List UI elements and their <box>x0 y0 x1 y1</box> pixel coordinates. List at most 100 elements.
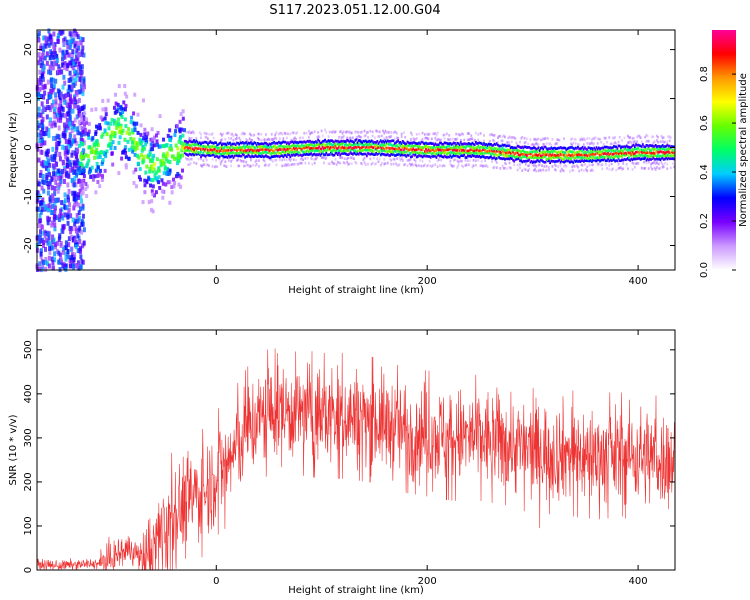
spectrogram-cell <box>660 134 663 138</box>
spectrogram-cell <box>646 134 649 138</box>
spectrogram-cell <box>523 153 526 156</box>
spectrogram-cell <box>62 94 66 100</box>
spectrogram-cell <box>538 152 541 156</box>
spectrogram-cell <box>457 152 460 155</box>
spectrogram-cell <box>486 144 489 147</box>
spectrogram-cell <box>607 157 610 161</box>
spectrogram-cell <box>262 151 265 154</box>
spectrogram-cell <box>347 144 350 147</box>
spectrogram-cell <box>635 162 637 165</box>
spectrogram-cell <box>427 133 430 137</box>
spectrogram-cell <box>370 152 373 156</box>
spectrogram-cell <box>468 151 470 155</box>
spectrogram-cell <box>396 147 398 151</box>
spectrogram-cell <box>77 61 81 67</box>
spectrogram-cell <box>574 146 577 150</box>
spectrogram-cell <box>304 146 307 150</box>
spectrogram-cell <box>306 156 309 160</box>
spectrogram-cell <box>456 137 459 141</box>
spectrogram-cell <box>398 152 401 156</box>
spectrogram-cell <box>40 224 44 230</box>
spectrogram-cell <box>200 148 202 151</box>
spectrogram-cell <box>51 260 55 266</box>
spectrogram-cell <box>371 161 374 165</box>
spectrogram-cell <box>524 153 527 156</box>
spectrogram-cell <box>124 150 128 155</box>
spectrogram-cell <box>360 146 362 150</box>
spectrogram-cell <box>629 139 632 143</box>
spectrogram-cell <box>347 156 350 160</box>
spectrogram-cell <box>350 147 353 150</box>
spectrogram-cell <box>441 147 444 151</box>
spectrogram-cell <box>470 137 473 141</box>
spectrogram-cell <box>270 152 273 155</box>
spectrogram-cell <box>602 146 605 150</box>
spectrogram-cell <box>537 146 540 150</box>
spectrogram-cell <box>217 146 220 150</box>
spectrogram-cell <box>648 148 651 152</box>
spectrogram-cell <box>506 157 509 161</box>
spectrogram-cell <box>553 163 556 167</box>
spectrogram-cell <box>43 90 47 96</box>
spectrogram-cell <box>502 153 505 157</box>
spectrogram-cell <box>145 179 149 184</box>
spectrogram-cell <box>103 168 107 173</box>
spectrogram-cell <box>302 158 304 162</box>
spectrogram-cell <box>458 146 461 149</box>
spectrogram-cell <box>38 266 42 272</box>
spectrogram-cell <box>448 151 451 155</box>
spectrogram-cell <box>502 134 505 137</box>
spectrogram-cell <box>590 160 593 163</box>
spectrogram-cell <box>399 148 402 152</box>
spectrogram-cell <box>241 131 244 135</box>
spectrogram-cell <box>355 146 358 149</box>
spectrogram-cell <box>256 136 259 140</box>
spectrogram-cell <box>253 155 256 158</box>
spectrogram-cell <box>570 154 572 158</box>
spectrogram-cell <box>520 137 523 140</box>
spectrogram-cell <box>360 161 362 165</box>
spectrogram-cell <box>594 136 597 139</box>
spectrogram-cell <box>410 145 412 149</box>
spectrogram-cell <box>81 186 85 191</box>
spectrogram-cell <box>310 140 313 144</box>
spectrogram-cell <box>369 153 372 156</box>
spectrogram-cell <box>41 174 45 180</box>
spectrogram-cell <box>79 193 83 199</box>
spectrogram-cell <box>421 140 424 144</box>
spectrogram-cell <box>338 145 340 149</box>
spectrogram-cell <box>242 153 245 157</box>
spectrogram-cell <box>524 168 527 172</box>
spectrogram-cell <box>261 145 264 149</box>
spectrogram-cell <box>339 156 342 160</box>
spectrogram-cell <box>353 146 355 149</box>
spectrogram-cell <box>226 152 229 155</box>
spectrogram-cell <box>274 148 277 151</box>
spectrogram-cell <box>435 152 438 155</box>
spectrogram-cell <box>111 140 115 145</box>
spectrogram-cell <box>282 150 285 154</box>
spectrogram-cell <box>53 226 57 232</box>
spectrogram-cell <box>468 163 470 167</box>
spectrogram-cell <box>224 138 227 141</box>
spectrogram-cell <box>63 212 67 218</box>
spectrogram-cell <box>71 65 75 71</box>
spectrogram-cell <box>508 148 511 152</box>
spectrogram-cell <box>100 177 104 182</box>
spectrogram-cell <box>621 152 623 155</box>
spectrogram-cell <box>640 148 643 152</box>
spectrogram-cell <box>341 152 344 155</box>
spectrogram-cell <box>379 153 382 157</box>
spectrogram-cell <box>416 151 419 155</box>
spectrogram-cell <box>230 155 233 158</box>
spectrogram-cell <box>509 151 512 155</box>
spectrogram-cell <box>534 142 536 146</box>
spectrogram-cell <box>260 155 263 158</box>
spectrogram-cell <box>309 143 311 146</box>
spectrogram-cell <box>109 134 113 139</box>
spectrogram-cell <box>454 152 456 155</box>
spectrogram-cell <box>152 135 156 140</box>
spectrogram-cell <box>198 143 201 147</box>
spectrogram-cell <box>378 140 381 144</box>
